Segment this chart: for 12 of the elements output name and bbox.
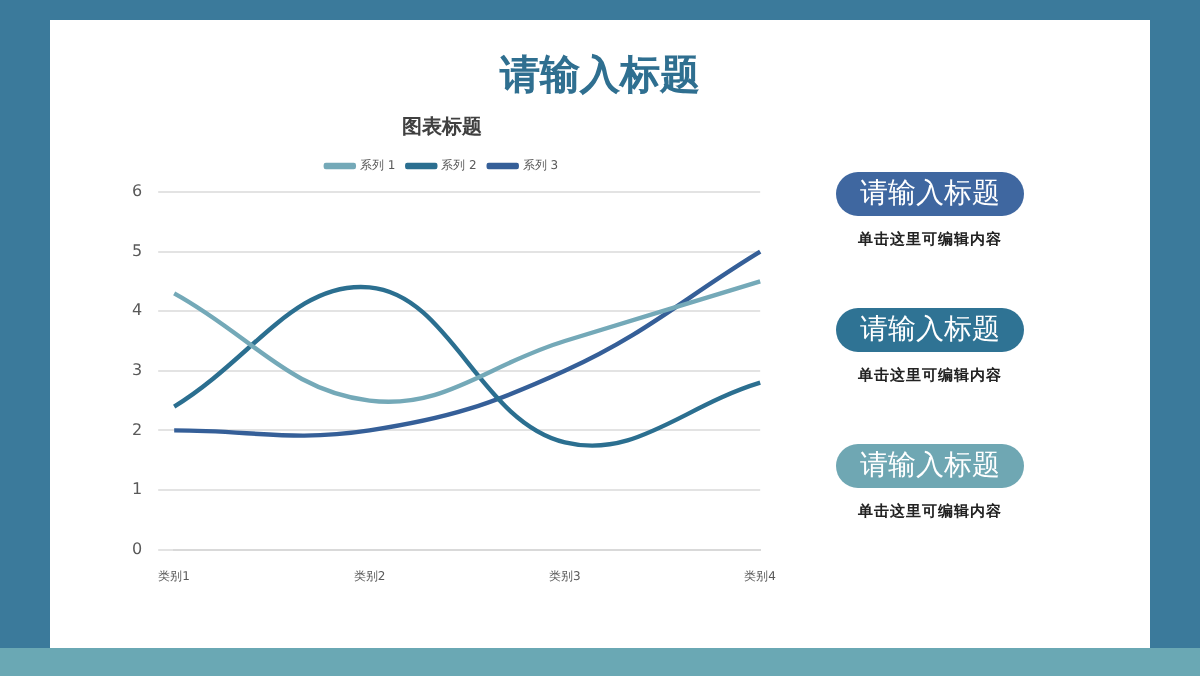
y-tick-label: 1 (131, 480, 143, 499)
y-tick-label: 4 (131, 301, 143, 320)
y-tick-label: 3 (131, 360, 143, 379)
y-tick-label: 6 (131, 182, 143, 201)
text: 请输入标题 (836, 444, 1024, 488)
chart-title: 图表标题 (402, 115, 482, 140)
text: 请输入标题 (836, 172, 1024, 216)
y-tick-label: 0 (131, 539, 143, 558)
text: 请输入标题 (497, 48, 702, 102)
text: 请输入标题 (836, 308, 1024, 352)
y-tick-label: 5 (131, 241, 143, 260)
y-tick-label: 2 (131, 420, 143, 439)
